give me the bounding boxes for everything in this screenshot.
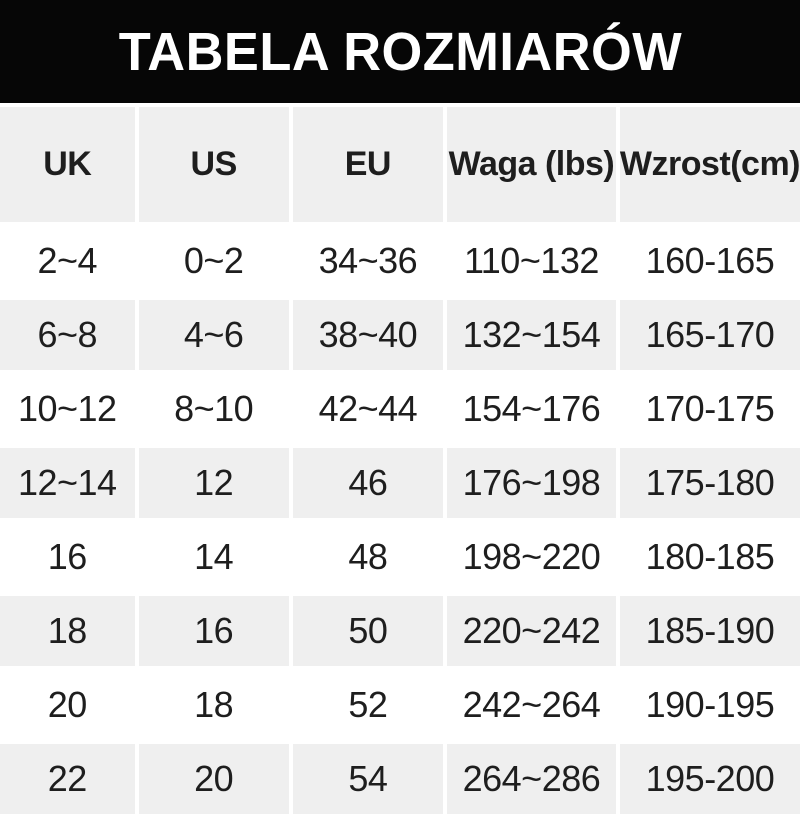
table-cell: 242~264 — [446, 670, 616, 740]
table-cell: 10~12 — [0, 374, 135, 444]
column-header-waga: Waga (lbs) — [446, 107, 616, 222]
table-cell: 46 — [292, 448, 443, 518]
table-cell: 12~14 — [0, 448, 135, 518]
table-cell: 48 — [292, 522, 443, 592]
table-cell: 176~198 — [446, 448, 616, 518]
table-cell: 20 — [0, 670, 135, 740]
table-cell: 6~8 — [0, 300, 135, 370]
table-cell: 4~6 — [138, 300, 289, 370]
table-cell: 16 — [0, 522, 135, 592]
size-table: UK US EU Waga (lbs) Wzrost(cm) 2~4 0~2 34~… — [0, 107, 800, 814]
page-title: TABELA ROZMIARÓW — [118, 21, 682, 82]
table-cell: 175-180 — [619, 448, 800, 518]
table-cell: 2~4 — [0, 226, 135, 296]
table-cell: 38~40 — [292, 300, 443, 370]
table-cell: 16 — [138, 596, 289, 666]
table-cell: 54 — [292, 744, 443, 814]
table-cell: 42~44 — [292, 374, 443, 444]
table-cell: 110~132 — [446, 226, 616, 296]
table-cell: 50 — [292, 596, 443, 666]
table-cell: 0~2 — [138, 226, 289, 296]
column-header-uk: UK — [0, 107, 135, 222]
table-cell: 180-185 — [619, 522, 800, 592]
table-cell: 14 — [138, 522, 289, 592]
table-cell: 198~220 — [446, 522, 616, 592]
table-cell: 34~36 — [292, 226, 443, 296]
table-cell: 18 — [0, 596, 135, 666]
table-cell: 160-165 — [619, 226, 800, 296]
title-bar: TABELA ROZMIARÓW — [0, 0, 800, 103]
table-cell: 190-195 — [619, 670, 800, 740]
table-cell: 185-190 — [619, 596, 800, 666]
table-cell: 132~154 — [446, 300, 616, 370]
table-cell: 12 — [138, 448, 289, 518]
table-cell: 154~176 — [446, 374, 616, 444]
table-cell: 22 — [0, 744, 135, 814]
table-cell: 170-175 — [619, 374, 800, 444]
table-cell: 20 — [138, 744, 289, 814]
table-cell: 195-200 — [619, 744, 800, 814]
table-cell: 8~10 — [138, 374, 289, 444]
column-header-eu: EU — [292, 107, 443, 222]
column-header-wzrost: Wzrost(cm) — [619, 107, 800, 222]
table-cell: 264~286 — [446, 744, 616, 814]
table-cell: 18 — [138, 670, 289, 740]
table-cell: 165-170 — [619, 300, 800, 370]
column-header-us: US — [138, 107, 289, 222]
table-cell: 52 — [292, 670, 443, 740]
table-cell: 220~242 — [446, 596, 616, 666]
